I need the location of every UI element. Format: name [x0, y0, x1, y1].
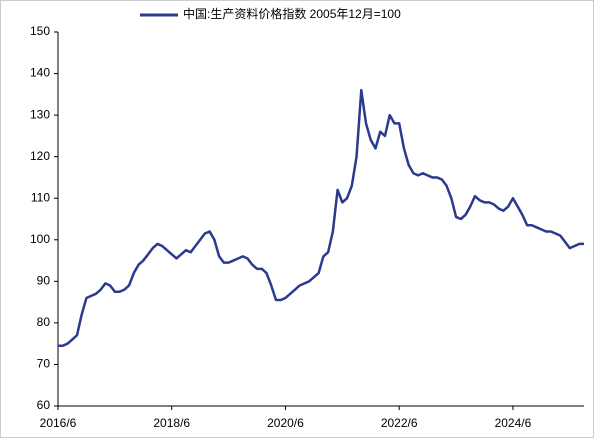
y-tick-label: 150 [30, 24, 50, 38]
legend-label: 中国:生产资料价格指数 2005年12月=100 [183, 6, 401, 21]
x-tick-label: 2022/6 [381, 416, 418, 430]
y-tick-label: 70 [37, 357, 51, 371]
y-tick-label: 90 [37, 274, 51, 288]
x-tick-label: 2020/6 [267, 416, 304, 430]
x-tick-label: 2016/6 [40, 416, 77, 430]
x-tick-label: 2024/6 [495, 416, 532, 430]
y-tick-label: 80 [37, 315, 51, 329]
x-tick-label: 2018/6 [153, 416, 190, 430]
y-tick-label: 100 [30, 232, 50, 246]
y-tick-label: 120 [30, 149, 50, 163]
y-tick-label: 140 [30, 66, 50, 80]
y-tick-label: 110 [31, 190, 50, 204]
y-tick-label: 60 [37, 398, 51, 412]
y-tick-label: 130 [30, 107, 50, 121]
series-line [58, 88, 584, 347]
